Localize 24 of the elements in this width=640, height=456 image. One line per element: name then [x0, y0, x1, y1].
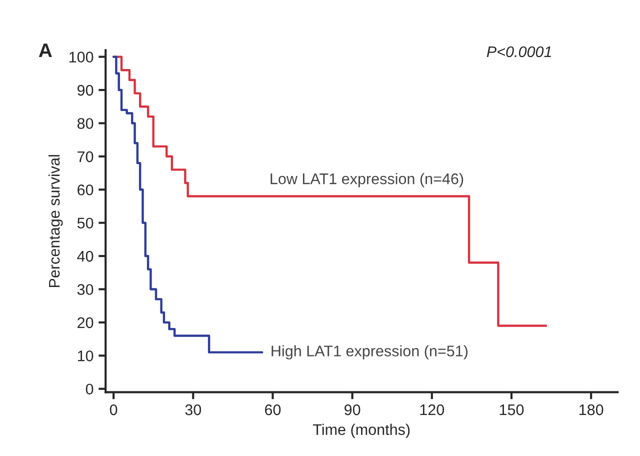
y-tick-label: 30 [77, 284, 94, 295]
x-tick-label: 180 [579, 404, 604, 416]
y-tick-label: 40 [77, 250, 94, 262]
series-label: Low LAT1 expression (n=46) [270, 173, 464, 188]
x-tick-label: 30 [185, 404, 202, 416]
y-tick-label: 50 [77, 218, 94, 229]
y-tick-label: 100 [69, 52, 94, 62]
y-axis-title: Percentage survival [48, 155, 63, 287]
y-tick-label: 10 [78, 350, 94, 362]
y-tick-label: 0 [86, 384, 94, 395]
text: A [38, 44, 52, 57]
series-label: High LAT1 expression (n=51) [272, 345, 468, 360]
y-tick-label: 80 [77, 118, 94, 129]
x-tick-label: 0 [110, 404, 118, 416]
x-tick-label: 150 [500, 404, 524, 416]
y-tick-label: 20 [78, 317, 94, 328]
x-axis-title: Time (months) [313, 424, 410, 438]
y-tick-label: 90 [78, 84, 94, 96]
annotation: P<0.0001 [486, 46, 551, 58]
y-tick-label: 60 [78, 184, 94, 196]
x-tick-label: 90 [344, 404, 360, 416]
x-tick-label: 120 [420, 404, 444, 416]
y-tick-label: 70 [78, 151, 94, 162]
x-tick-label: 60 [265, 404, 281, 416]
